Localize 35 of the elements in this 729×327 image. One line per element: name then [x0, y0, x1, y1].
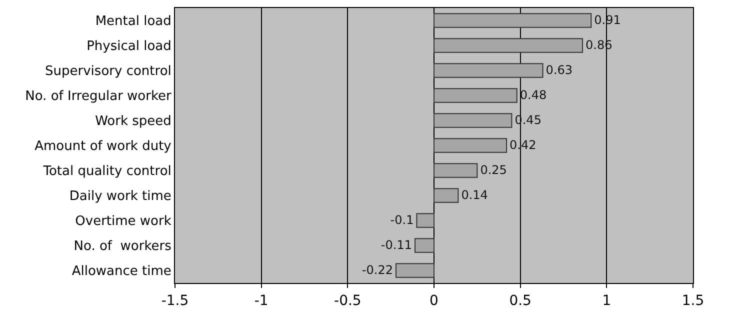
y-tick-label: Overtime work	[75, 214, 172, 230]
bar	[434, 88, 518, 103]
x-tick-label: 1	[602, 292, 612, 309]
data-label: -0.11	[380, 238, 412, 252]
y-tick-label: No. of Irregular worker	[25, 89, 172, 104]
bar	[434, 188, 459, 203]
bar	[396, 263, 434, 278]
data-label: -0.22	[362, 262, 393, 277]
y-tick-label: Mental load	[95, 14, 172, 30]
data-label: 0.25	[480, 162, 507, 177]
x-tick-label: 0.5	[509, 292, 532, 309]
y-tick-label: Total quality control	[42, 164, 172, 180]
x-tick-label: -1	[254, 292, 268, 309]
y-tick-label: Work speed	[95, 114, 172, 130]
y-tick-label: Supervisory control	[45, 64, 172, 80]
bar	[434, 113, 512, 128]
x-tick-label: 1.5	[682, 292, 704, 309]
data-label: 0.63	[546, 62, 573, 77]
data-label: 0.14	[461, 188, 488, 202]
bar	[434, 163, 478, 178]
y-tick-label: Amount of work duty	[34, 139, 172, 154]
y-tick-label: Physical load	[86, 39, 172, 54]
bar	[434, 63, 544, 78]
x-tick-label: -1.5	[161, 292, 189, 309]
bar	[434, 13, 592, 28]
y-tick-label: Allowance time	[72, 264, 172, 280]
bar	[434, 138, 508, 153]
y-tick-label: Daily work time	[69, 189, 172, 204]
y-tick-label: No. of workers	[74, 239, 172, 254]
bar	[414, 238, 434, 253]
x-tick-label: -0.5	[334, 292, 362, 309]
bar	[434, 38, 583, 53]
data-label: -0.1	[390, 212, 414, 227]
x-tick-label: 0	[430, 292, 438, 309]
bar	[416, 213, 434, 228]
